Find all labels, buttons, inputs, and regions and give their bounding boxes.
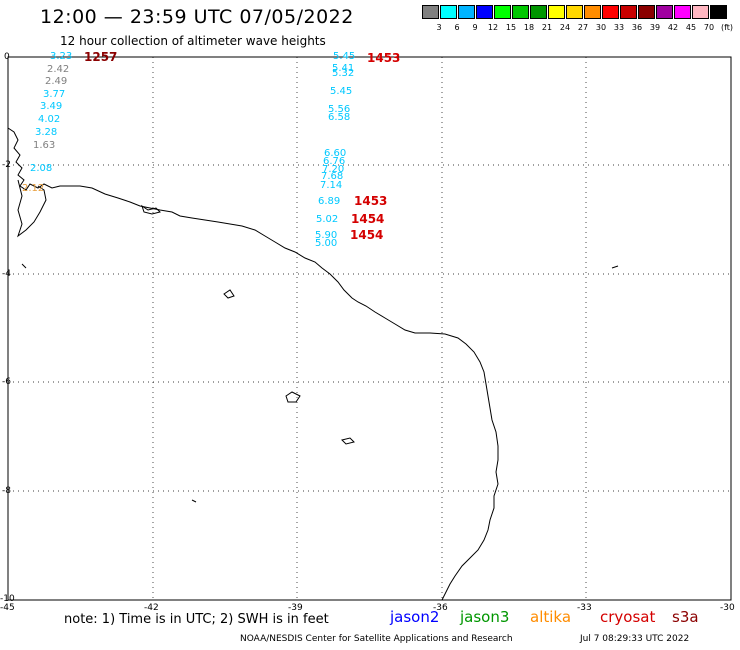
chart-subtitle: 12 hour collection of altimeter wave hei… — [60, 34, 326, 48]
graticule — [8, 57, 731, 600]
lat-label: -10 — [0, 594, 15, 604]
legend-tick: 45 — [685, 23, 697, 32]
legend-tick: 24 — [559, 23, 571, 32]
legend-swatch — [530, 5, 547, 19]
wave-height-value: 5.00 — [315, 238, 338, 249]
wave-height-value: 5.32 — [332, 68, 355, 79]
wave-height-value: 6.76 — [323, 156, 346, 167]
legend-swatch — [476, 5, 493, 19]
islands — [21, 204, 619, 503]
legend-swatch — [494, 5, 511, 19]
wave-height-value: 7.68 — [321, 171, 344, 182]
pass-time: 1453 — [367, 51, 401, 65]
pass-time: 1454 — [351, 212, 385, 226]
lon-label: -39 — [288, 603, 303, 613]
wave-height-value: 6.89 — [318, 196, 341, 207]
legend-tick: 3 — [436, 23, 442, 32]
legend-swatch — [710, 5, 727, 19]
lat-label: -4 — [2, 269, 11, 279]
legend-tick: 30 — [595, 23, 607, 32]
wave-height-value: 3.28 — [35, 127, 58, 138]
coastline-inlet — [17, 179, 47, 238]
lat-label: 0 — [4, 52, 10, 62]
legend-tick: 42 — [667, 23, 679, 32]
wave-height-value: 1.63 — [33, 140, 56, 151]
pass-time: 1454 — [350, 228, 384, 242]
lon-label: -30 — [720, 603, 735, 613]
wave-height-value: 5.45 — [330, 86, 353, 97]
pass-time: 1257 — [84, 50, 118, 64]
lat-label: -8 — [2, 486, 11, 496]
legend-swatch — [638, 5, 655, 19]
legend-tick: 18 — [523, 23, 535, 32]
satellite-label-altika: altika — [530, 608, 572, 626]
footnote: note: 1) Time is in UTC; 2) SWH is in fe… — [64, 612, 329, 627]
lat-label: -6 — [2, 377, 11, 387]
wave-height-value: 2.08 — [30, 163, 53, 174]
wave-height-value: 3.77 — [43, 89, 66, 100]
generation-timestamp: Jul 7 08:29:33 UTC 2022 — [580, 634, 690, 644]
map-frame — [7, 56, 732, 601]
wave-height-value: 5.45 — [333, 51, 356, 62]
legend-swatch — [674, 5, 691, 19]
lon-label: -33 — [577, 603, 592, 613]
legend-tick: 21 — [541, 23, 553, 32]
legend-tick: 27 — [577, 23, 589, 32]
legend-swatch — [692, 5, 709, 19]
wave-height-value: 5.41 — [332, 63, 355, 74]
legend-swatch — [602, 5, 619, 19]
legend-tick: 9 — [472, 23, 478, 32]
wave-height-value: 4.02 — [38, 114, 61, 125]
legend-tick: 33 — [613, 23, 625, 32]
satellite-label-jason2: jason2 — [390, 608, 440, 626]
lon-label: -42 — [144, 603, 159, 613]
legend-swatch — [566, 5, 583, 19]
legend-tick: 70 — [703, 23, 715, 32]
wave-height-value: 7.14 — [320, 180, 343, 191]
wave-height-value: 6.58 — [328, 112, 351, 123]
wave-height-value: 2.42 — [47, 64, 70, 75]
lon-label: -45 — [0, 603, 15, 613]
legend-swatch — [620, 5, 637, 19]
wave-height-value: 3.49 — [40, 101, 63, 112]
lat-label: -2 — [2, 160, 11, 170]
wave-height-value: 7.20 — [322, 164, 345, 175]
wave-height-value: 6.60 — [324, 148, 347, 159]
legend-swatch — [548, 5, 565, 19]
wave-height-value: 5.02 — [316, 214, 339, 225]
legend-swatch — [422, 5, 439, 19]
legend-tick: 36 — [631, 23, 643, 32]
legend-swatch — [656, 5, 673, 19]
wave-height-value: 5.56 — [328, 104, 351, 115]
lon-label: -36 — [433, 603, 448, 613]
pass-time: 1453 — [354, 194, 388, 208]
legend-tick: 12 — [487, 23, 499, 32]
wave-height-value: 3.23 — [50, 51, 73, 62]
legend-swatch — [440, 5, 457, 19]
coastline — [7, 127, 499, 601]
legend-tick: 39 — [649, 23, 661, 32]
wave-height-value: 5.90 — [315, 230, 338, 241]
legend-tick: (ft) — [720, 23, 734, 32]
legend-tick: 6 — [454, 23, 460, 32]
satellite-label-cryosat: cryosat — [600, 608, 656, 626]
legend-swatch — [512, 5, 529, 19]
legend-swatch — [584, 5, 601, 19]
legend-swatch — [458, 5, 475, 19]
satellite-label-s3a: s3a — [672, 608, 699, 626]
chart-title: 12:00 — 23:59 UTC 07/05/2022 — [40, 6, 354, 28]
credit-text: NOAA/NESDIS Center for Satellite Applica… — [240, 634, 513, 644]
wave-height-value: 2.49 — [45, 76, 68, 87]
wave-height-value: 2.12 — [22, 183, 45, 194]
legend-tick: 15 — [505, 23, 517, 32]
satellite-label-jason3: jason3 — [460, 608, 510, 626]
